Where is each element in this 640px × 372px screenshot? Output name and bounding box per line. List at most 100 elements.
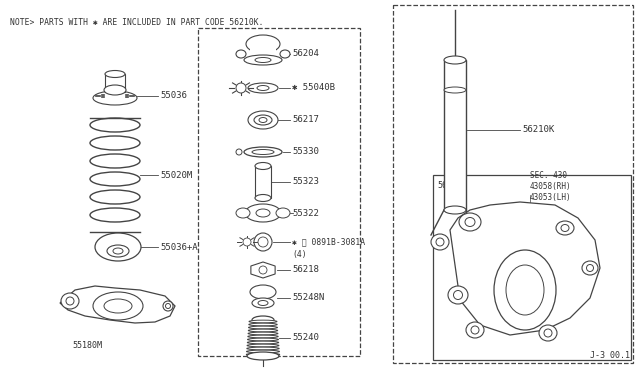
Ellipse shape — [257, 86, 269, 90]
Ellipse shape — [255, 58, 271, 62]
Text: 55036: 55036 — [160, 92, 187, 100]
Ellipse shape — [248, 326, 278, 329]
Text: (4): (4) — [292, 250, 307, 259]
Polygon shape — [251, 262, 275, 278]
Ellipse shape — [246, 353, 280, 356]
Text: 55020M: 55020M — [160, 170, 192, 180]
Ellipse shape — [244, 147, 282, 157]
Ellipse shape — [93, 91, 137, 105]
Ellipse shape — [276, 208, 290, 218]
Ellipse shape — [556, 221, 574, 235]
Ellipse shape — [252, 298, 274, 308]
Ellipse shape — [104, 85, 126, 95]
Ellipse shape — [258, 301, 268, 305]
Ellipse shape — [436, 238, 444, 246]
Ellipse shape — [586, 264, 593, 272]
Ellipse shape — [246, 350, 280, 353]
Circle shape — [236, 149, 242, 155]
Ellipse shape — [113, 248, 123, 254]
Bar — [433, 175, 631, 360]
Bar — [393, 5, 633, 363]
Ellipse shape — [466, 322, 484, 338]
Ellipse shape — [245, 204, 281, 222]
Ellipse shape — [256, 209, 270, 217]
Text: 55180M: 55180M — [72, 341, 102, 350]
Bar — [105, 74, 125, 92]
Ellipse shape — [95, 233, 141, 261]
Circle shape — [254, 233, 272, 251]
Ellipse shape — [280, 50, 290, 58]
Ellipse shape — [104, 299, 132, 313]
Text: 56210D: 56210D — [437, 180, 467, 189]
Ellipse shape — [246, 35, 280, 53]
Ellipse shape — [250, 285, 276, 299]
Ellipse shape — [247, 344, 279, 347]
Bar — [444, 60, 466, 210]
Text: 55036+A: 55036+A — [160, 243, 198, 251]
Ellipse shape — [544, 329, 552, 337]
Ellipse shape — [255, 195, 271, 202]
Text: 55322: 55322 — [292, 208, 319, 218]
Ellipse shape — [248, 329, 278, 332]
Text: 56210K: 56210K — [522, 125, 554, 135]
Ellipse shape — [105, 71, 125, 77]
Circle shape — [258, 237, 268, 247]
Text: 55323: 55323 — [292, 177, 319, 186]
Circle shape — [259, 266, 267, 274]
Text: 56217: 56217 — [292, 115, 319, 125]
Text: 55330: 55330 — [292, 148, 319, 157]
Circle shape — [243, 238, 251, 246]
Bar — [198, 28, 360, 356]
Ellipse shape — [249, 320, 277, 323]
Ellipse shape — [249, 323, 277, 326]
Ellipse shape — [465, 218, 475, 227]
Ellipse shape — [459, 213, 481, 231]
Ellipse shape — [247, 352, 279, 360]
Ellipse shape — [61, 293, 79, 309]
Ellipse shape — [259, 118, 267, 122]
Ellipse shape — [254, 115, 272, 125]
Ellipse shape — [248, 338, 278, 341]
Ellipse shape — [471, 326, 479, 334]
Ellipse shape — [506, 265, 544, 315]
Ellipse shape — [236, 50, 246, 58]
Bar — [255, 166, 271, 198]
Ellipse shape — [561, 224, 569, 231]
Bar — [250, 44, 276, 60]
Polygon shape — [450, 202, 600, 335]
Text: 55240: 55240 — [292, 334, 319, 343]
Ellipse shape — [454, 291, 463, 299]
Ellipse shape — [582, 261, 598, 275]
Ellipse shape — [248, 111, 278, 129]
Ellipse shape — [444, 206, 466, 214]
Ellipse shape — [248, 83, 278, 93]
Ellipse shape — [431, 234, 449, 250]
Ellipse shape — [107, 245, 129, 257]
Ellipse shape — [244, 55, 282, 65]
Ellipse shape — [166, 304, 170, 308]
Text: 55248N: 55248N — [292, 294, 324, 302]
Ellipse shape — [444, 56, 466, 64]
Text: 56204: 56204 — [292, 49, 319, 58]
Ellipse shape — [93, 292, 143, 320]
Ellipse shape — [163, 301, 173, 311]
Ellipse shape — [494, 250, 556, 330]
Ellipse shape — [255, 163, 271, 170]
Ellipse shape — [248, 332, 278, 335]
Ellipse shape — [247, 341, 279, 344]
Text: J-3 00.1: J-3 00.1 — [590, 351, 630, 360]
Ellipse shape — [252, 150, 274, 154]
Text: ✱ Ⓝ 0891B-3081A: ✱ Ⓝ 0891B-3081A — [292, 237, 365, 247]
Ellipse shape — [444, 87, 466, 93]
Text: 56218: 56218 — [292, 266, 319, 275]
Ellipse shape — [539, 325, 557, 341]
Polygon shape — [60, 286, 175, 323]
Text: ✱ 55040B: ✱ 55040B — [292, 83, 335, 93]
Ellipse shape — [247, 347, 279, 350]
Text: SEC. 430: SEC. 430 — [530, 171, 567, 180]
Text: NOTE> PARTS WITH ✱ ARE INCLUDED IN PART CODE 56210K.: NOTE> PARTS WITH ✱ ARE INCLUDED IN PART … — [10, 18, 264, 27]
Text: 43058(RH): 43058(RH) — [530, 182, 572, 191]
Ellipse shape — [448, 286, 468, 304]
Ellipse shape — [66, 297, 74, 305]
Ellipse shape — [248, 335, 278, 338]
